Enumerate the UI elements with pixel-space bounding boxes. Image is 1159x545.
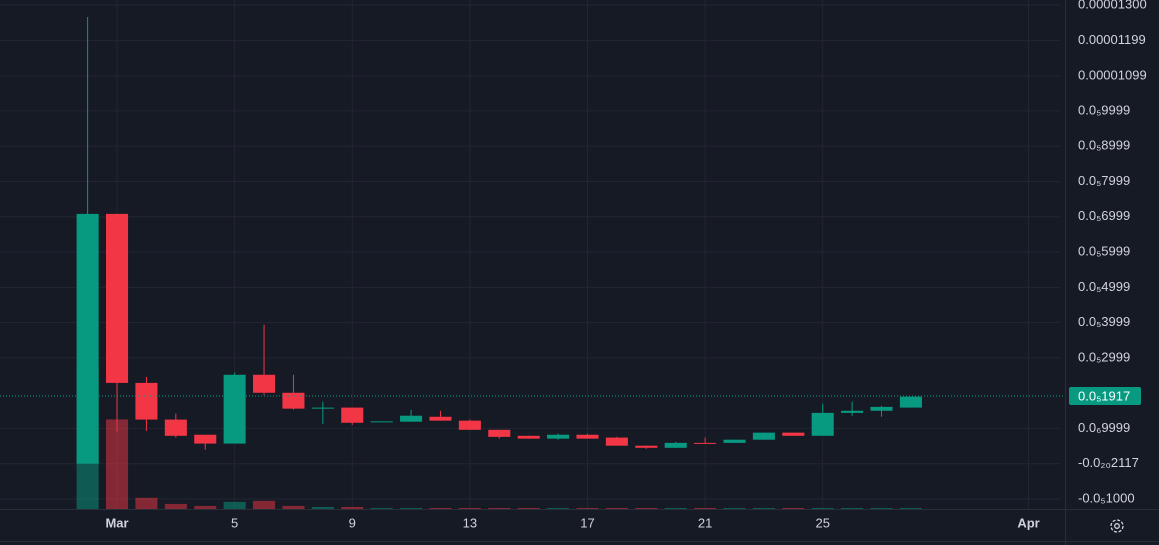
candle-body <box>664 442 687 448</box>
volume-bar <box>341 506 364 509</box>
y-tick-label: 0.0₅4999 <box>1078 279 1130 294</box>
candle-body <box>547 434 570 439</box>
volume-bar <box>253 500 276 509</box>
volume-bar <box>135 497 158 509</box>
volume-bar <box>400 507 423 509</box>
candle-body <box>135 382 158 420</box>
y-tick-label: 0.0₅2999 <box>1078 349 1130 364</box>
volume-bar <box>723 507 746 509</box>
volume-bar <box>547 507 570 509</box>
volume-bar <box>517 507 540 509</box>
last-price-tag <box>1069 387 1141 406</box>
candle-body <box>76 213 99 464</box>
x-tick-label: 9 <box>349 515 356 530</box>
candle-body <box>841 410 864 413</box>
y-tick-label: 0.0₆9999 <box>1078 420 1130 435</box>
candle-body <box>723 439 746 443</box>
candle-body <box>517 435 540 439</box>
volume-bar <box>488 507 511 509</box>
candle-body <box>488 429 511 437</box>
y-tick-label: 0.0₅6999 <box>1078 208 1130 223</box>
x-tick-label: Mar <box>105 515 128 530</box>
y-tick-label: -0.0₅1000 <box>1078 490 1135 505</box>
volume-bar <box>106 419 129 509</box>
volume-bar <box>282 505 305 509</box>
volume-bar <box>605 507 628 509</box>
x-tick-label: 17 <box>580 515 594 530</box>
candle-body <box>458 420 481 430</box>
settings-icon[interactable] <box>1110 519 1124 533</box>
y-tick-label: 0.0₅3999 <box>1078 314 1130 329</box>
volume-bar <box>576 507 599 509</box>
candle-body <box>782 432 805 436</box>
candle-body <box>429 416 452 421</box>
volume-bar <box>664 507 687 509</box>
x-tick-label: 13 <box>463 515 477 530</box>
volume-bar <box>870 507 893 509</box>
volume-bar <box>458 507 481 509</box>
candle-body <box>811 412 834 436</box>
volume-bar <box>752 507 775 509</box>
volume-bar <box>164 503 187 509</box>
candle-body <box>899 396 922 408</box>
volume-bar <box>311 506 334 509</box>
y-tick-label: 0.0₅8999 <box>1078 138 1130 153</box>
candle-body <box>282 392 305 409</box>
candle-body <box>106 213 129 383</box>
x-tick-label: Apr <box>1017 515 1039 530</box>
y-tick-label: 0.0₅5999 <box>1078 243 1130 258</box>
last-price-label: 0.0₅1917 <box>1078 388 1130 403</box>
y-tick-label: 0.00001099 <box>1078 67 1147 82</box>
volume-bar <box>429 507 452 509</box>
candle-body <box>164 419 187 436</box>
gear <box>1110 519 1124 533</box>
candle-body <box>752 432 775 440</box>
y-tick-label: 0.00001300 <box>1078 0 1147 11</box>
candle-body <box>576 434 599 439</box>
x-tick-label: 25 <box>815 515 829 530</box>
candle-body <box>311 407 334 409</box>
candle-body <box>635 445 658 448</box>
volume-bar <box>899 507 922 509</box>
volume-bar <box>841 507 864 509</box>
x-tick-label: 5 <box>231 515 238 530</box>
volume-bar <box>782 507 805 509</box>
volume-bar <box>694 507 717 509</box>
volume-bar <box>194 505 217 509</box>
candle-body <box>870 406 893 411</box>
candle-body <box>341 407 364 423</box>
y-tick-label: 0.0₅7999 <box>1078 173 1130 188</box>
candle-body <box>694 442 717 444</box>
candle-body <box>605 437 628 446</box>
gear-center <box>1114 523 1120 529</box>
candle-body <box>223 374 246 444</box>
candle-body <box>400 415 423 422</box>
volume-bar <box>635 507 658 509</box>
candle-body <box>253 374 276 393</box>
x-tick-label: 21 <box>698 515 712 530</box>
volume-bar <box>811 507 834 509</box>
y-tick-label: 0.00001199 <box>1078 32 1146 47</box>
volume-bar <box>223 501 246 509</box>
y-tick-label: -0.0₂₀2117 <box>1078 455 1139 470</box>
y-tick-label: 0.0₅9999 <box>1078 102 1130 117</box>
candle-body <box>194 434 217 444</box>
candle-body <box>370 421 393 423</box>
volume-bar <box>370 507 393 509</box>
